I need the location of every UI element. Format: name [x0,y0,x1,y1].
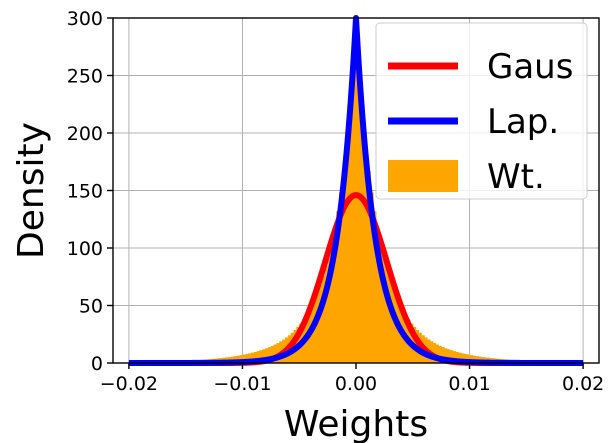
x-tick-label: 0.02 [562,373,604,395]
histogram-bar [367,170,371,363]
histogram-bar [338,192,343,363]
histogram-bar [466,354,471,363]
histogram-bar [392,292,397,363]
histogram-bar [250,352,255,363]
y-tick-label: 150 [67,181,103,203]
histogram-bar [256,351,261,363]
histogram-bar [432,342,437,363]
legend-swatch-weights [388,160,458,192]
histogram-bar [248,353,252,363]
histogram-bar [327,254,332,363]
histogram-bar [449,350,454,363]
y-tick-label: 250 [67,66,103,88]
histogram-bar [452,351,456,363]
histogram-bar [381,254,385,363]
histogram-bar [319,284,323,363]
x-tick-label: 0.00 [335,373,377,395]
y-axis-label: Density [11,122,52,259]
histogram-bar [324,266,329,363]
histogram-bar [313,299,317,363]
histogram-bar [341,170,346,363]
histogram-bar [463,354,468,363]
y-tick-label: 50 [79,296,103,318]
x-tick-label: 0.01 [448,373,490,395]
histogram-bar [373,211,377,363]
histogram-bar [435,344,439,363]
histogram-bar [239,355,244,363]
histogram-bar [267,347,272,363]
histogram-bar [262,349,266,363]
histogram-bar [333,227,337,363]
histogram-bar [441,347,445,363]
histogram-bar [321,275,326,363]
histogram-bar [344,146,349,363]
histogram-bar [358,86,363,363]
legend: Gaus Lap. Wt. [375,22,588,200]
histogram-bar [259,350,263,363]
histogram-bar [245,354,249,363]
y-tick-label: 100 [67,238,103,260]
histogram-bar [461,353,465,363]
histogram-bar [378,242,383,363]
histogram-bar [316,292,320,363]
histogram-bar [458,352,462,363]
legend-label: Lap. [487,102,559,142]
histogram-bar [242,354,246,363]
histogram-bar [336,211,340,363]
histogram-bar [356,49,360,363]
histogram-bar [270,345,275,363]
histogram-bar [310,305,315,363]
histogram-bar [265,348,269,363]
histogram-bar [370,192,374,363]
histogram-bar [347,118,351,363]
histogram-bar [364,146,368,363]
x-tick-label: −0.01 [213,373,271,395]
histogram-bar [273,344,278,363]
histogram-bar [469,355,473,363]
histogram-bar [446,349,451,363]
histogram-bar [438,345,442,363]
histogram-bar [390,284,394,363]
histogram-bar [444,348,448,363]
legend-label: Wt. [487,157,545,197]
histogram-bar [350,86,354,363]
histogram-bar [361,118,366,363]
histogram-bar [395,299,400,363]
y-tick-label: 300 [67,8,103,30]
histogram-bar [375,227,380,363]
histogram-bar [387,275,391,363]
histogram-bar [455,351,459,363]
histogram-bar [330,242,334,363]
y-tick-label: 200 [67,123,103,145]
axis-ticks: −0.02 −0.01 0.00 0.01 0.02 0 50 100 150 200 250 300 [67,8,605,395]
histogram-bar [353,49,357,363]
legend-label: Gaus [487,47,573,87]
histogram-bar [253,351,258,363]
x-tick-label: −0.02 [100,373,158,395]
x-axis-label: Weights [284,404,428,443]
y-tick-label: 0 [91,353,103,375]
histogram-bar [384,266,388,363]
